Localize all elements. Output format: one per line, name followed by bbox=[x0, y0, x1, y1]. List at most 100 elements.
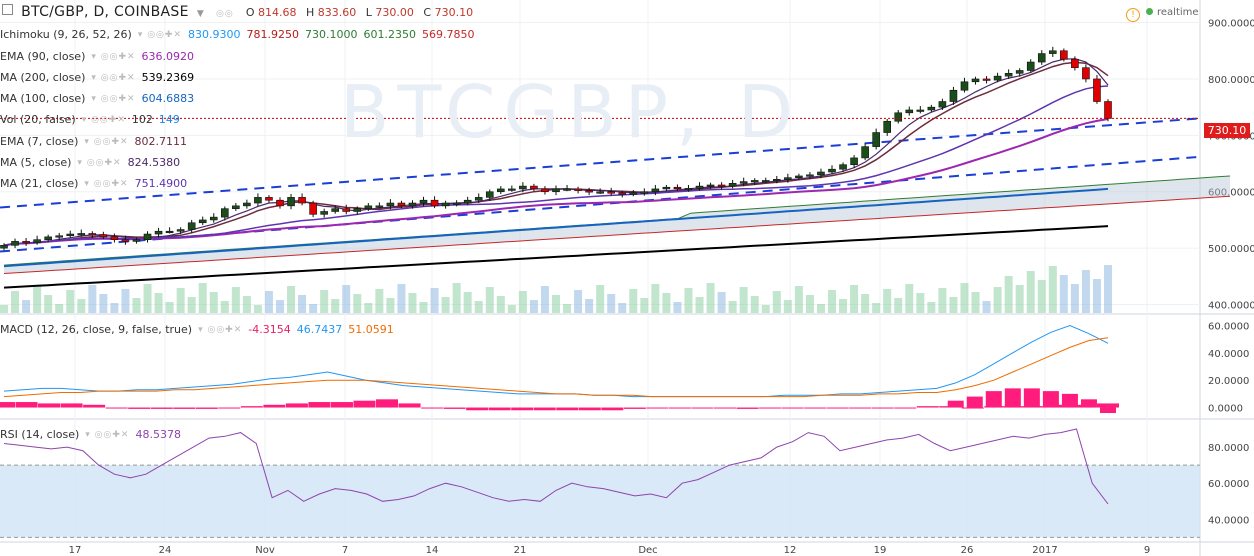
macd-histogram-bar bbox=[15, 402, 38, 408]
candle-body bbox=[750, 180, 759, 183]
symbol-title[interactable]: BTC/GBP, D, COINBASE bbox=[21, 4, 189, 20]
candle-body bbox=[706, 184, 715, 187]
macd-histogram-bar bbox=[83, 404, 106, 408]
volume-bar bbox=[143, 284, 152, 313]
volume-bar bbox=[563, 304, 572, 313]
indicator-label[interactable]: MA (5, close) bbox=[0, 156, 72, 169]
indicator-controls-icon[interactable]: ▾ ◎◎✚✕ bbox=[84, 137, 129, 147]
ma-200-line bbox=[3, 225, 1109, 289]
volume-bar bbox=[772, 291, 781, 313]
volume-bar bbox=[872, 303, 881, 313]
indicator-controls-icon[interactable]: ▾ ◎◎✚✕ bbox=[77, 158, 122, 168]
legend-ma-6[interactable]: MA (5, close) ▾ ◎◎✚✕ 824.5380 bbox=[0, 155, 180, 171]
y-tick-label: 900.0000 bbox=[1208, 19, 1254, 30]
candle-body bbox=[110, 236, 119, 240]
candle-body bbox=[519, 185, 527, 190]
ichimoku-span-b bbox=[3, 195, 1231, 274]
macd-histogram-bar bbox=[578, 407, 601, 411]
volume-bar bbox=[828, 290, 836, 313]
ohlc-values: O 814.68 H 833.60 L 730.00 C 730.10 bbox=[245, 6, 474, 19]
legend-ema-1[interactable]: EMA (90, close) ▾ ◎◎✚✕ 636.0920 bbox=[0, 49, 194, 65]
candle-body bbox=[960, 81, 969, 91]
legend-ma-2[interactable]: MA (200, close) ▾ ◎◎✚✕ 539.2369 bbox=[0, 70, 194, 86]
volume-bar bbox=[0, 305, 8, 313]
volume-bar bbox=[574, 290, 583, 313]
x-tick-label: Dec bbox=[638, 545, 657, 556]
volume-bar bbox=[33, 286, 42, 313]
legend-vol-4[interactable]: Vol (20, false) ▾ ◎◎✚✕ 102 149 bbox=[0, 112, 180, 128]
macd-histogram-bar bbox=[443, 407, 466, 409]
x-tick-label: 12 bbox=[784, 545, 797, 556]
indicator-label[interactable]: MACD (12, 26, close, 9, false, true) bbox=[0, 323, 193, 336]
indicator-label[interactable]: Ichimoku (9, 26, 52, 26) bbox=[0, 28, 132, 41]
legend-ma-7[interactable]: MA (21, close) ▾ ◎◎✚✕ 751.4900 bbox=[0, 176, 187, 192]
status-dot-icon bbox=[1146, 8, 1153, 15]
candle-body bbox=[541, 188, 549, 193]
candle-body bbox=[618, 192, 627, 195]
collapse-icon[interactable] bbox=[2, 4, 13, 15]
macd-histogram-bar bbox=[308, 402, 331, 408]
volume-bar bbox=[552, 295, 560, 313]
candle-body bbox=[1093, 78, 1101, 102]
indicator-controls-icon[interactable]: ▾ ◎◎✚✕ bbox=[91, 94, 136, 104]
indicator-label[interactable]: MA (200, close) bbox=[0, 71, 86, 84]
indicator-controls-icon[interactable]: ▾ ◎◎✚✕ bbox=[81, 115, 126, 125]
legend-macd[interactable]: MACD (12, 26, close, 9, false, true) ▾ ◎◎… bbox=[0, 322, 394, 338]
indicator-controls-icon[interactable]: ▾ ◎◎✚✕ bbox=[84, 179, 129, 189]
indicator-controls-icon[interactable]: ▾ ◎◎✚✕ bbox=[91, 52, 136, 62]
macd-histogram-bar bbox=[376, 399, 399, 408]
legend-ichimoku-0[interactable]: Ichimoku (9, 26, 52, 26) ▾ ◎◎✚✕ 830.9300 78… bbox=[0, 27, 475, 43]
indicator-controls-icon[interactable]: ▾ ◎◎✚✕ bbox=[198, 325, 243, 335]
indicator-controls-icon[interactable]: ▾ ◎◎✚✕ bbox=[85, 430, 130, 440]
indicator-label[interactable]: MA (21, close) bbox=[0, 177, 79, 190]
candle-body bbox=[1071, 58, 1079, 68]
x-tick-label: 9 bbox=[1144, 545, 1150, 556]
candle-body bbox=[309, 202, 317, 215]
volume-bar bbox=[320, 290, 329, 313]
macd-histogram-bar bbox=[623, 407, 646, 409]
indicator-label[interactable]: RSI (14, close) bbox=[0, 428, 80, 441]
indicator-label[interactable]: EMA (7, close) bbox=[0, 135, 79, 148]
indicator-value: 102 bbox=[131, 113, 153, 126]
trend-line-upper bbox=[0, 117, 1201, 209]
chevron-down-icon[interactable]: ▼ bbox=[196, 9, 204, 19]
macd-histogram-bar bbox=[804, 407, 827, 409]
volume-bar bbox=[540, 286, 549, 313]
candle-body bbox=[662, 186, 671, 190]
candle-body bbox=[817, 171, 825, 176]
candle-body bbox=[364, 205, 373, 209]
warning-icon[interactable]: ! bbox=[1126, 8, 1140, 22]
indicator-controls-icon[interactable]: ▾ ◎◎✚✕ bbox=[91, 73, 136, 83]
macd-histogram-bar bbox=[240, 406, 263, 408]
volume-bar bbox=[22, 300, 31, 313]
candle-body bbox=[894, 112, 903, 122]
macd-histogram-bar bbox=[1080, 399, 1097, 408]
x-tick-label: 2017 bbox=[1032, 545, 1057, 556]
candle-body bbox=[784, 177, 792, 180]
indicator-label[interactable]: EMA (90, close) bbox=[0, 50, 86, 63]
macd-histogram-bar bbox=[759, 407, 782, 409]
volume-bar bbox=[287, 286, 296, 313]
legend-rsi[interactable]: RSI (14, close) ▾ ◎◎✚✕ 48.5378 bbox=[0, 427, 181, 443]
macd-histogram-bar bbox=[398, 403, 421, 408]
legend-ema-5[interactable]: EMA (7, close) ▾ ◎◎✚✕ 802.7111 bbox=[0, 134, 187, 150]
legend-ma-3[interactable]: MA (100, close) ▾ ◎◎✚✕ 604.6883 bbox=[0, 91, 194, 107]
candle-body bbox=[629, 192, 638, 195]
volume-bar bbox=[695, 297, 704, 313]
legend-controls[interactable]: ◎◎ bbox=[215, 9, 234, 19]
indicator-controls-icon[interactable]: ▾ ◎◎✚✕ bbox=[137, 30, 182, 40]
candle-body bbox=[154, 230, 163, 235]
candle-body bbox=[232, 205, 240, 209]
candle-body bbox=[828, 168, 836, 173]
candle-body bbox=[795, 175, 803, 178]
volume-bar bbox=[1059, 275, 1068, 313]
indicator-label[interactable]: MA (100, close) bbox=[0, 92, 86, 105]
volume-bar bbox=[331, 299, 340, 313]
macd-histogram-bar bbox=[421, 407, 444, 409]
volume-bar bbox=[408, 293, 417, 313]
macd-histogram-bar bbox=[173, 407, 196, 409]
candle-body bbox=[419, 199, 428, 204]
indicator-label[interactable]: Vol (20, false) bbox=[0, 113, 76, 126]
volume-bar bbox=[88, 285, 97, 313]
